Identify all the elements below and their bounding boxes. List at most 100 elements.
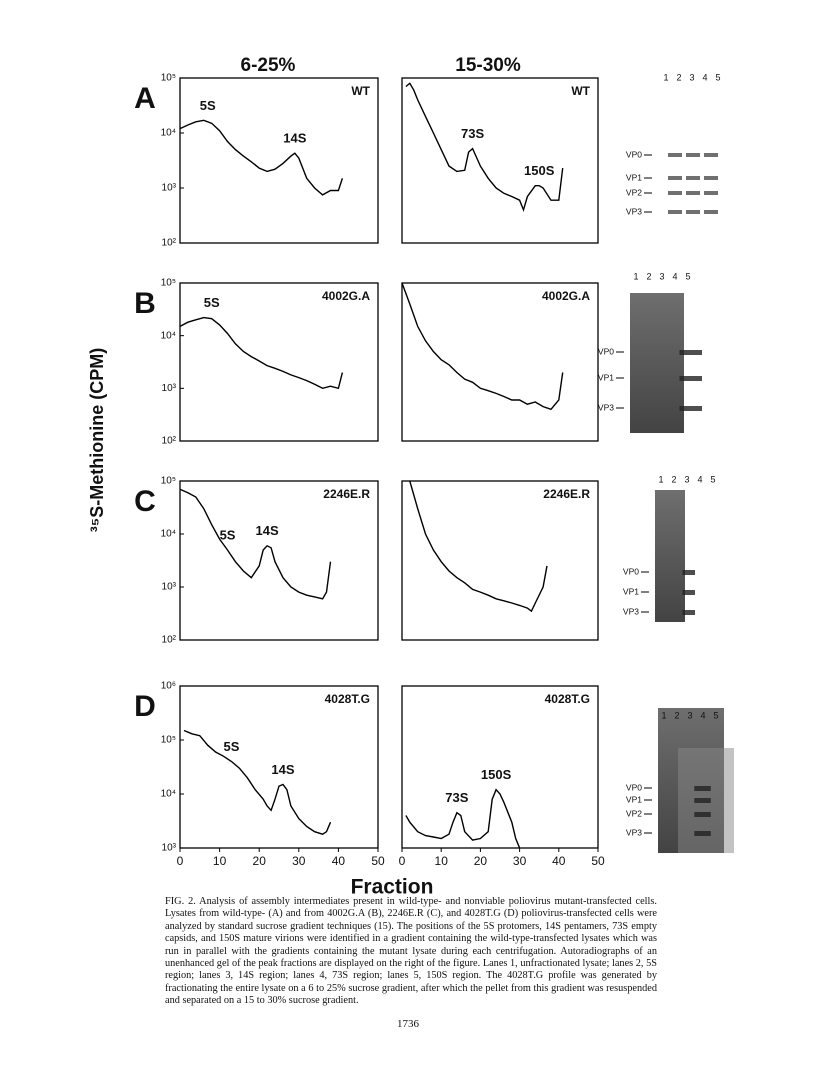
gel-band-label: VP1 [623,586,639,596]
gel-band-label: VP3 [626,827,642,837]
y-tick-label: 10⁵ [161,278,176,289]
panel-label: C [134,485,156,518]
peak-label: 73S [445,790,468,805]
gel-band-label: VP1 [598,372,614,382]
x-tick-label: 0 [399,854,406,868]
y-tick-label: 10⁴ [161,128,176,139]
gel-smear [630,293,684,433]
gel-band-label: VP3 [598,402,614,412]
panel-label: B [134,287,156,320]
gel-band-label: VP0 [626,782,642,792]
x-tick-label: 40 [332,854,346,868]
gel-band-label: VP1 [626,172,642,182]
gel-band-label: VP2 [626,808,642,818]
data-line [179,119,344,196]
gel-band [682,610,695,615]
y-tick-label: 10⁴ [161,529,176,540]
peak-label: 73S [461,126,484,141]
gel-band [686,153,700,157]
gel-band [679,406,702,411]
gel-band [694,831,711,836]
plot-frame [179,282,379,442]
plot-frame [179,77,379,244]
gel-band [668,191,682,195]
gel-band [694,786,711,791]
column-header: 15-30% [455,55,521,76]
gel-lane-number: 3 [689,72,694,82]
y-tick-label: 10³ [162,183,177,194]
gel-lane-number: 3 [684,474,689,484]
x-tick-label: 30 [292,854,306,868]
gel-lane-number: 5 [685,271,690,281]
gel-lane-number: 4 [672,271,677,281]
x-tick-label: 50 [371,854,385,868]
x-tick-label: 30 [513,854,527,868]
peak-label: 150S [524,163,555,178]
gel-lane-number: 1 [658,474,663,484]
data-line [183,729,332,835]
plot-frame [179,685,379,849]
plot-frame [401,77,599,244]
chart-title: 4002G.A [542,289,590,303]
x-tick-label: 40 [552,854,566,868]
y-tick-label: 10⁶ [161,681,176,692]
chart-title: 4002G.A [322,289,370,303]
gel-band [704,210,718,214]
x-axis-label: Fraction [351,876,434,899]
gel-lane-number: 5 [713,710,718,720]
y-tick-label: 10⁵ [161,476,176,487]
gel-band [668,153,682,157]
gel-band [694,798,711,803]
chart-title: 4028T.G [545,692,590,706]
plot-frame [179,480,379,641]
plot-frame [401,480,599,641]
gel-band [704,191,718,195]
gel-lane-number: 2 [646,271,651,281]
gel-band [686,191,700,195]
peak-label: 150S [481,767,512,782]
data-line [401,282,564,411]
data-line [405,82,564,213]
x-tick-label: 50 [591,854,605,868]
gel-band-label: VP0 [598,346,614,356]
gel-lane-number: 5 [715,72,720,82]
gel-lane-number: 3 [659,271,664,281]
gel-band [686,176,700,180]
chart-title: WT [351,84,370,98]
column-header: 6-25% [241,55,296,76]
x-tick-label: 10 [435,854,449,868]
x-tick-label: 0 [177,854,184,868]
y-tick-label: 10³ [162,383,177,394]
chart-title: 4028T.G [325,692,370,706]
page-number: 1736 [397,1018,419,1030]
gel-lane-number: 5 [710,474,715,484]
gel-lane-number: 1 [663,72,668,82]
peak-label: 14S [256,523,279,538]
gel-lane-number: 4 [702,72,707,82]
panel-label: A [134,82,156,115]
y-tick-label: 10⁴ [161,330,176,341]
gel-band-label: VP3 [623,606,639,616]
x-tick-label: 10 [213,854,227,868]
peak-label: 5S [204,295,220,310]
data-line [179,316,344,390]
gel-lane-number: 3 [687,710,692,720]
gel-lane-number: 2 [671,474,676,484]
y-tick-label: 10³ [162,582,177,593]
y-tick-label: 10⁵ [161,735,176,746]
y-tick-label: 10⁴ [161,789,176,800]
y-tick-label: 10³ [162,843,177,854]
panel-label: D [134,690,156,723]
gel-band-label: VP3 [626,206,642,216]
plot-frame [401,685,599,849]
data-line [179,488,332,600]
plot-frame [401,282,599,442]
gel-band [668,176,682,180]
data-line [405,788,521,849]
gel-band-label: VP1 [626,794,642,804]
gel-band-label: VP2 [626,187,642,197]
gel-band [694,812,711,817]
data-line [409,480,548,613]
peak-label: 5S [220,527,236,542]
